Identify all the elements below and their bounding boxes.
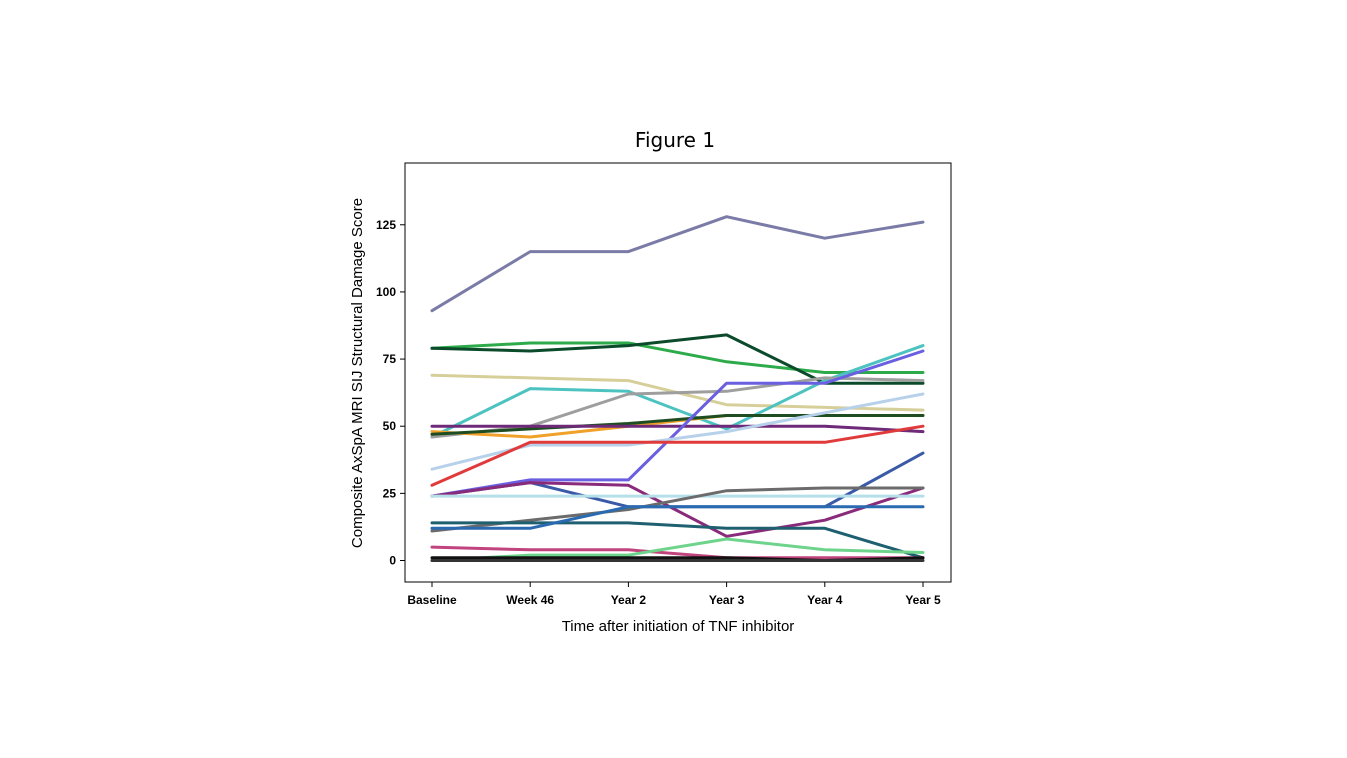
- y-axis-label: Composite AxSpA MRI SIJ Structural Damag…: [349, 198, 366, 548]
- x-tick-label: Year 3: [709, 593, 745, 607]
- y-tick-label: 100: [376, 285, 396, 299]
- chart-title: Figure 1: [635, 128, 715, 152]
- series-line-10: [430, 349, 925, 498]
- series-line-17: [430, 521, 925, 560]
- x-tick-label: Year 2: [611, 593, 647, 607]
- x-tick-label: Year 5: [905, 593, 941, 607]
- x-axis: Baseline Week 46 Year 2 Year 3 Year 4 Year 5: [407, 582, 941, 607]
- series-line-14: [430, 481, 925, 538]
- x-tick-label: Year 4: [807, 593, 843, 607]
- y-axis: 0 25 50 75 100 125: [376, 218, 405, 568]
- series-line-1: [430, 215, 925, 313]
- y-tick-label: 0: [389, 554, 396, 568]
- series-line-5: [430, 344, 925, 439]
- series-line-8: [430, 414, 925, 436]
- y-tick-label: 25: [383, 486, 397, 500]
- series-line-19: [430, 545, 925, 560]
- x-tick-label: Baseline: [407, 593, 457, 607]
- x-tick-label: Week 46: [506, 593, 554, 607]
- y-tick-label: 50: [383, 419, 397, 433]
- series-line-18: [430, 505, 925, 530]
- x-axis-label: Time after initiation of TNF inhibitor: [562, 618, 795, 635]
- series-line-3: [430, 333, 925, 385]
- y-tick-label: 125: [376, 218, 396, 232]
- series-line-12: [430, 424, 925, 487]
- series-line-2: [430, 341, 925, 374]
- series-lines: [430, 215, 925, 562]
- series-line-20: [430, 537, 925, 562]
- y-tick-label: 75: [383, 352, 397, 366]
- series-line-9: [430, 424, 925, 434]
